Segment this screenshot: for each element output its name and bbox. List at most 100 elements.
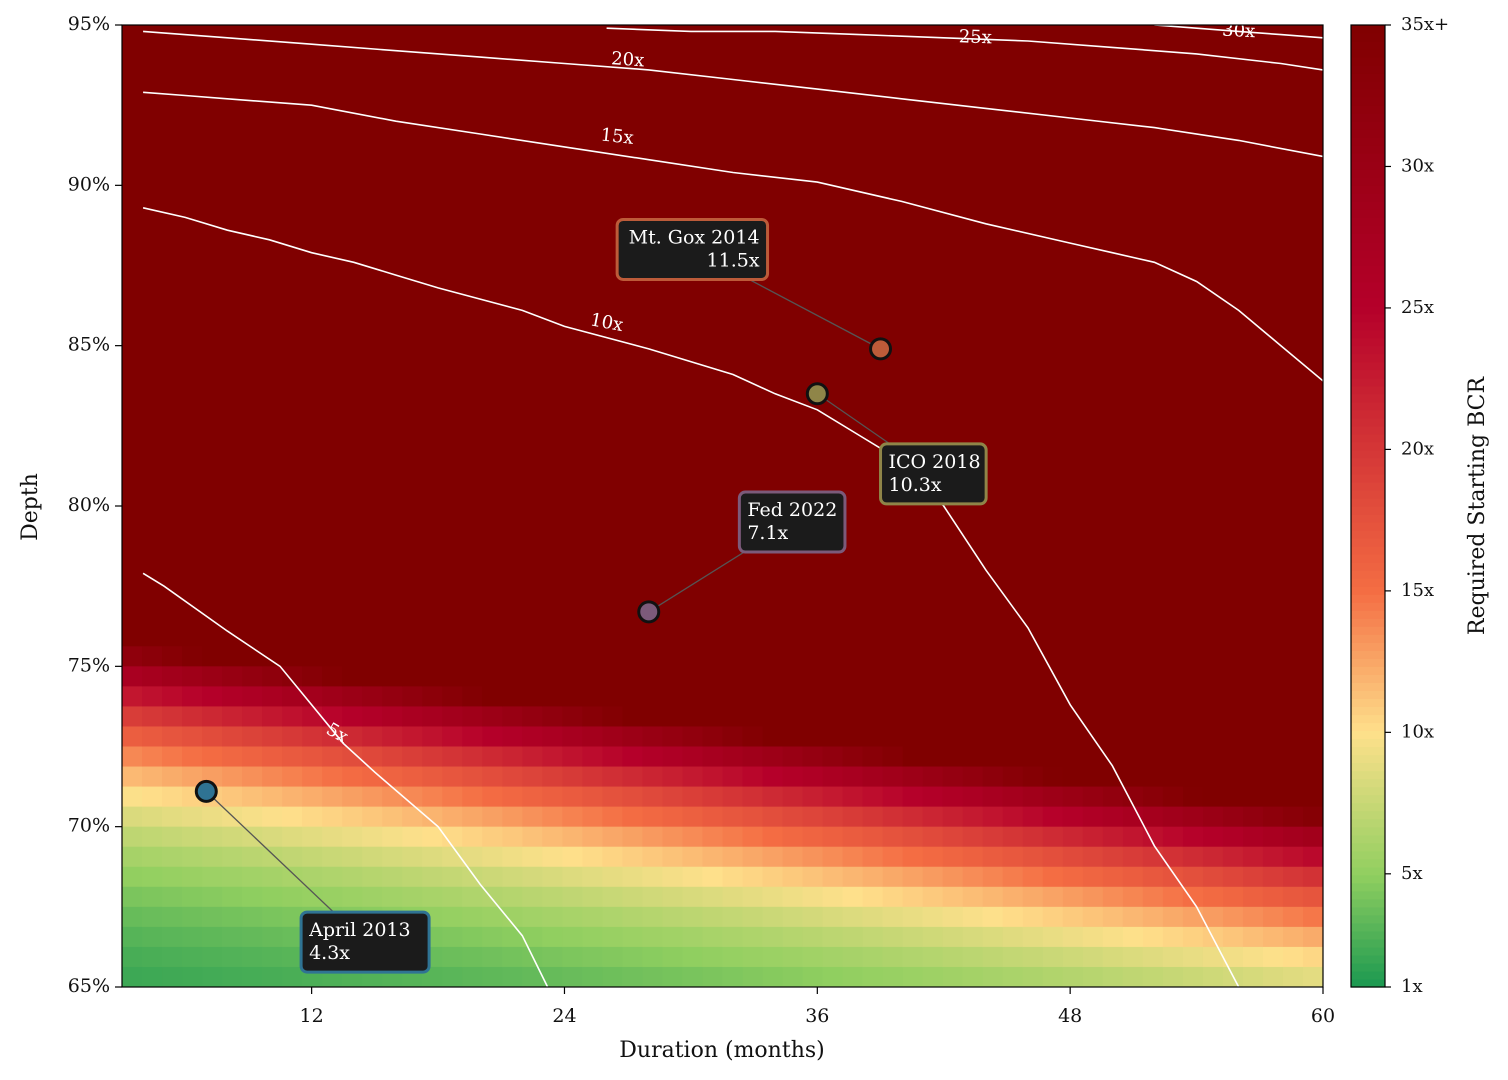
heatmap-cell xyxy=(142,506,163,527)
heatmap-cell xyxy=(922,686,944,708)
heatmap-cell xyxy=(942,365,964,387)
heatmap-cell xyxy=(362,706,383,728)
heatmap-cell xyxy=(162,826,183,848)
heatmap-cell xyxy=(302,485,323,507)
heatmap-cell xyxy=(922,726,944,748)
heatmap-cell xyxy=(882,726,904,748)
heatmap-cell xyxy=(1142,65,1164,86)
heatmap-cell xyxy=(682,105,704,126)
heatmap-cell xyxy=(1262,506,1284,527)
heatmap-cell xyxy=(942,966,964,987)
colorbar-swatch xyxy=(1351,217,1385,227)
heatmap-cell xyxy=(442,65,463,86)
heatmap-cell xyxy=(1142,626,1164,647)
heatmap-cell xyxy=(542,546,563,567)
heatmap-cell xyxy=(1282,205,1304,227)
heatmap-cell xyxy=(862,125,884,146)
event-label-box xyxy=(299,910,431,974)
heatmap-cell xyxy=(182,405,203,427)
heatmap-cell xyxy=(802,846,824,868)
heatmap-cell xyxy=(302,205,323,227)
heatmap-cell xyxy=(862,726,884,748)
heatmap-cell xyxy=(922,786,944,808)
colorbar-swatch xyxy=(1351,257,1385,267)
heatmap-cell xyxy=(242,946,263,968)
heatmap-cell xyxy=(722,966,744,987)
heatmap-cell xyxy=(502,926,523,948)
heatmap-cell xyxy=(142,345,163,367)
heatmap-cell xyxy=(342,445,363,467)
heatmap-cell xyxy=(402,586,423,607)
heatmap-cell xyxy=(1022,786,1044,808)
heatmap-cell xyxy=(962,606,984,627)
heatmap-cell xyxy=(862,365,884,387)
heatmap-cell xyxy=(1022,826,1044,848)
heatmap-cell xyxy=(242,145,263,166)
heatmap-cell xyxy=(1222,245,1244,267)
heatmap-cell xyxy=(942,746,964,768)
heatmap-cell xyxy=(402,626,423,647)
event-marker[interactable] xyxy=(869,337,893,361)
heatmap-cell xyxy=(1042,425,1064,447)
heatmap-cell xyxy=(202,966,223,987)
heatmap-cell xyxy=(622,105,644,126)
colorbar-swatch xyxy=(1351,89,1385,98)
event-marker[interactable] xyxy=(194,779,218,803)
heatmap-cell xyxy=(382,646,403,667)
heatmap-cell xyxy=(962,726,984,748)
heatmap-cell xyxy=(742,145,764,166)
heatmap-cell xyxy=(302,626,323,647)
heatmap-cell xyxy=(1002,345,1024,367)
heatmap-cell xyxy=(442,706,463,728)
heatmap-cell xyxy=(1122,886,1144,908)
heatmap-cell xyxy=(302,646,323,667)
heatmap-cell xyxy=(1222,205,1244,227)
heatmap-cell xyxy=(322,265,343,287)
heatmap-cell xyxy=(162,185,183,206)
heatmap-cell xyxy=(402,425,423,447)
heatmap-cell xyxy=(742,866,764,888)
heatmap-cell xyxy=(1042,866,1064,888)
x-tick-label: 36 xyxy=(805,1005,829,1027)
heatmap-cell xyxy=(1122,85,1144,106)
heatmap-cell xyxy=(1262,726,1284,748)
heatmap-cell xyxy=(702,966,724,987)
colorbar-swatch xyxy=(1351,730,1385,740)
heatmap-cell xyxy=(222,345,243,367)
heatmap-cell xyxy=(562,506,583,527)
heatmap-cell xyxy=(1082,305,1104,327)
heatmap-cell xyxy=(402,826,423,848)
heatmap-cell xyxy=(162,506,183,527)
heatmap-cell xyxy=(462,526,483,547)
heatmap-cell xyxy=(722,586,744,607)
heatmap-cell xyxy=(702,305,724,327)
heatmap-cell xyxy=(242,686,263,708)
heatmap-cell xyxy=(882,265,904,287)
heatmap-cell xyxy=(162,526,183,547)
heatmap-cell xyxy=(542,866,563,888)
heatmap-cell xyxy=(762,846,784,868)
colorbar-swatch xyxy=(1351,970,1385,980)
heatmap-cell xyxy=(182,245,203,267)
heatmap-cell xyxy=(122,425,143,447)
heatmap-cell xyxy=(782,806,804,828)
event-marker[interactable] xyxy=(637,600,661,624)
heatmap-cell xyxy=(1042,566,1064,587)
heatmap-cell xyxy=(1002,746,1024,768)
heatmap-cell xyxy=(922,385,944,407)
heatmap-cell xyxy=(462,465,483,487)
heatmap-cell xyxy=(462,185,483,206)
heatmap-cell xyxy=(1162,846,1184,868)
heatmap-cell xyxy=(542,265,563,287)
heatmap-cell xyxy=(662,45,684,66)
heatmap-cell xyxy=(1282,185,1304,206)
heatmap-cell xyxy=(262,465,283,487)
heatmap-cell xyxy=(262,265,283,287)
event-marker[interactable] xyxy=(805,382,829,406)
heatmap-cell xyxy=(862,205,884,227)
heatmap-cell xyxy=(1122,766,1144,788)
heatmap-cell xyxy=(442,105,463,126)
heatmap-cell xyxy=(182,926,203,948)
heatmap-cell xyxy=(242,65,263,86)
heatmap-cell xyxy=(462,325,483,347)
